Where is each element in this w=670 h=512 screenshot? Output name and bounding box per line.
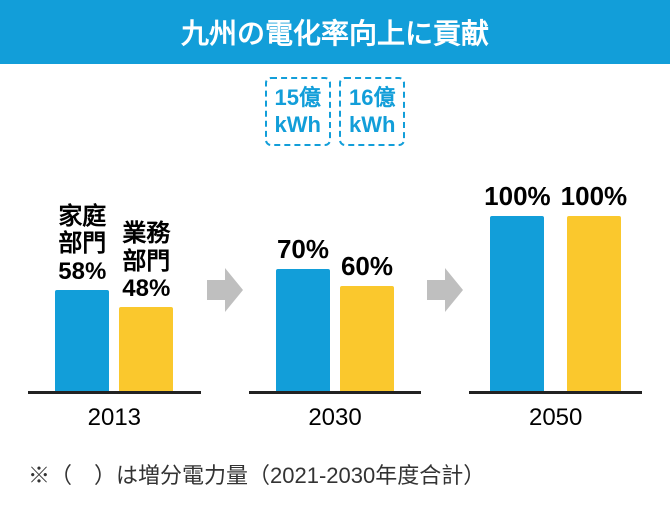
bar [340,286,394,391]
progress-arrow [207,268,243,432]
bar-column: 100% [561,154,628,391]
bar-pair: 家庭 部門 58% 業務 部門 48% [28,154,201,394]
bar-label: 70% [277,235,329,265]
bar-pair: 100% 100% [469,154,642,394]
year-group-2050: 100% 100% 2050 [469,64,642,432]
bar-pair: 70% 60% [249,154,422,394]
bar-label: 家庭 部門 58% [58,203,106,286]
bar-column: 業務 部門 48% [119,154,173,391]
title-text: 九州の電化率向上に貢献 [181,12,489,52]
callout-row: 15億kWh16億kWh [265,77,406,146]
bar-column: 家庭 部門 58% [55,154,109,391]
year-label: 2050 [469,404,642,432]
bar-column: 70% [276,154,330,391]
bar [119,307,173,391]
year-group-2013: 家庭 部門 58% 業務 部門 48% 2013 [28,64,201,432]
title-banner: 九州の電化率向上に貢献 [0,0,670,64]
bar [567,216,621,391]
year-label: 2030 [249,404,422,432]
callout-box: 16億kWh [339,77,405,146]
bar-column: 100% [484,154,551,391]
year-label: 2013 [28,404,201,432]
bar-label: 60% [341,252,393,282]
bar-column: 60% [340,154,394,391]
bar-label: 業務 部門 48% [122,220,170,303]
bar [490,216,544,391]
callout-box: 15億kWh [265,77,331,146]
bar [55,290,109,392]
year-group-2030: 15億kWh16億kWh 70% 60% 2030 [249,64,422,432]
bar [276,269,330,392]
bar-chart: 家庭 部門 58% 業務 部門 48% 2013 15億kWh16億kWh 70% 60%… [0,64,670,444]
footnote: ※（ ）は増分電力量（2021-2030年度合計） [0,444,670,490]
bar-label: 100% [484,182,551,212]
arrow-icon [427,268,463,312]
bar-label: 100% [561,182,628,212]
progress-arrow [427,268,463,432]
footnote-text: ※（ ）は増分電力量（2021-2030年度合計） [28,463,485,488]
arrow-icon [207,268,243,312]
